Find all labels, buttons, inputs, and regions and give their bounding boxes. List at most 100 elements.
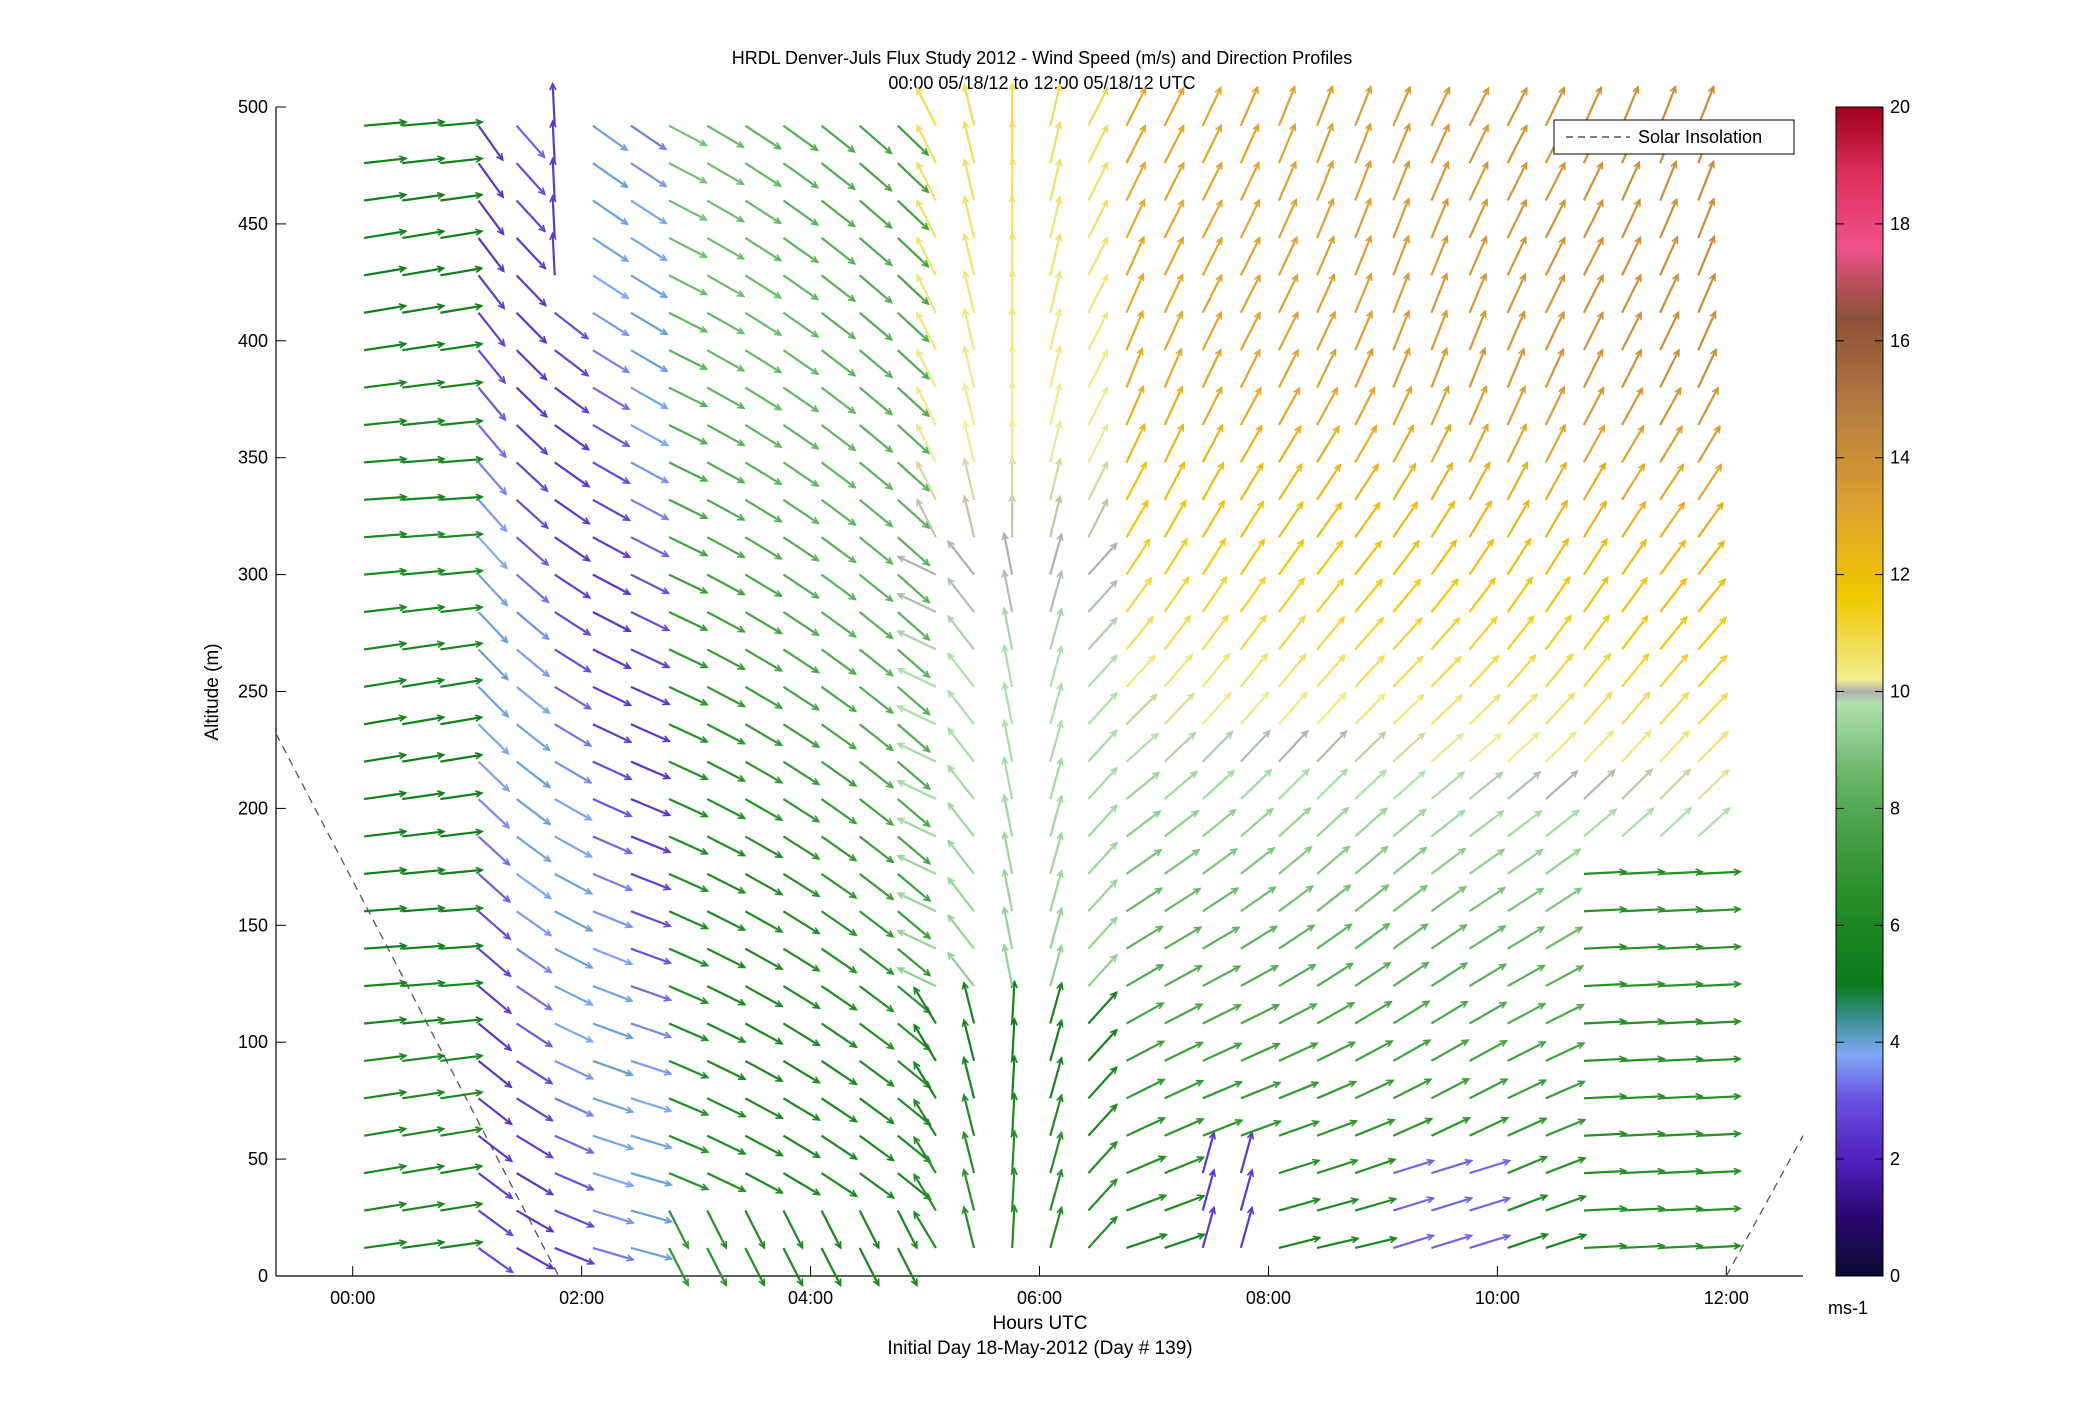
wind-arrow [1164,1041,1203,1062]
wind-arrow [1392,123,1411,164]
wind-arrow-head [896,630,905,638]
wind-arrow-head [1720,692,1729,701]
wind-arrow-head [1442,384,1450,394]
wind-arrow [1011,1056,1016,1099]
wind-arrow [913,1024,937,1062]
wind-arrow-head [502,895,512,904]
wind-arrow-head [1419,846,1428,855]
wind-arrow [515,835,552,863]
wind-arrow [1240,769,1272,800]
wind-arrow-head [916,86,924,96]
y-tick-label: 100 [238,1032,268,1052]
wind-arrow-head [623,662,633,670]
wind-arrow [516,1172,554,1196]
wind-arrow [1621,1244,1665,1250]
wind-arrow [1545,965,1584,988]
wind-arrow [1354,387,1376,426]
wind-arrow [1125,162,1146,202]
wind-arrow-head [474,752,484,760]
wind-arrow [592,311,629,337]
wind-arrow [1163,199,1185,239]
wind-arrow [1354,1000,1392,1025]
wind-arrow [1468,848,1505,875]
wind-arrow-head [475,1052,484,1061]
wind-arrow [1316,1120,1357,1137]
wind-arrow-head [583,739,593,747]
wind-arrow-head [1403,347,1411,356]
wind-arrow [1163,125,1185,164]
wind-arrow [1468,655,1500,688]
wind-arrow-head [1523,537,1532,547]
wind-arrow-head [1426,1158,1436,1167]
wind-arrow-head [582,517,591,525]
wind-arrow [916,162,937,202]
wind-arrow [820,1059,858,1086]
wind-arrow-head [1460,1000,1469,1008]
wind-arrow-head [1619,1242,1628,1250]
wind-arrow-head [1217,499,1226,509]
wind-arrow [858,1210,880,1249]
wind-arrow [1316,123,1334,164]
wind-arrow-head [700,959,710,967]
wind-arrow [1087,461,1109,501]
wind-arrow-head [884,146,893,155]
wind-arrow [440,944,483,950]
wind-arrow [1582,425,1606,463]
wind-arrow-head [737,924,747,931]
wind-arrow [1392,501,1419,538]
wind-arrow [1125,199,1146,239]
wind-arrow-head [1055,83,1063,92]
wind-arrow-head [1695,868,1704,876]
wind-arrow [1468,236,1488,276]
wind-arrow-head [848,518,857,526]
wind-arrow-head [498,412,507,422]
wind-arrow-head [398,714,408,722]
wind-arrow-head [1378,769,1388,778]
wind-arrow-head [1305,885,1315,893]
wind-arrow-head [1326,84,1334,94]
wind-arrow [1583,1207,1626,1212]
wind-arrow-head [849,965,858,974]
wind-arrow-head [1561,537,1570,547]
wind-arrow-head [1140,461,1147,470]
wind-arrow [592,1172,634,1187]
wind-arrow [897,873,931,902]
wind-arrow-head [660,402,670,410]
wind-arrow-head [847,369,857,377]
wind-arrow [962,1019,976,1062]
wind-arrow [1469,1039,1507,1062]
wind-arrow-head [1366,347,1374,357]
wind-arrow [1621,501,1647,538]
wind-arrow [897,630,937,651]
wind-arrow-head [885,706,895,715]
wind-arrow [1201,199,1223,239]
wind-arrow [1621,870,1665,875]
wind-arrow [1201,424,1224,463]
wind-arrow-head [582,628,592,636]
wind-arrow-head [1596,236,1604,245]
wind-arrow [363,193,406,202]
wind-arrow-head [661,587,671,595]
wind-arrow-head [622,551,632,559]
wind-arrow-head [661,624,671,632]
wind-arrow-head [737,774,747,782]
wind-arrow-head [896,667,905,675]
wind-arrow [820,1247,842,1286]
wind-arrow-head [916,161,924,170]
wind-arrow [440,569,483,576]
wind-arrow [1002,607,1014,650]
wind-arrow-head [921,409,931,418]
wind-arrow-head [1558,385,1565,395]
wind-arrow [1202,1119,1243,1137]
wind-arrow-head [539,335,548,344]
wind-arrow-head [399,417,408,426]
wind-arrow-head [1733,1167,1743,1176]
wind-arrow [1126,1117,1166,1137]
wind-arrow [1431,1197,1472,1212]
wind-arrow [1697,502,1724,538]
wind-arrow-head [660,476,670,484]
wind-arrow [668,498,708,520]
wind-arrow [1316,730,1347,763]
wind-arrow-head [1426,1233,1436,1241]
wind-arrow [668,423,708,445]
